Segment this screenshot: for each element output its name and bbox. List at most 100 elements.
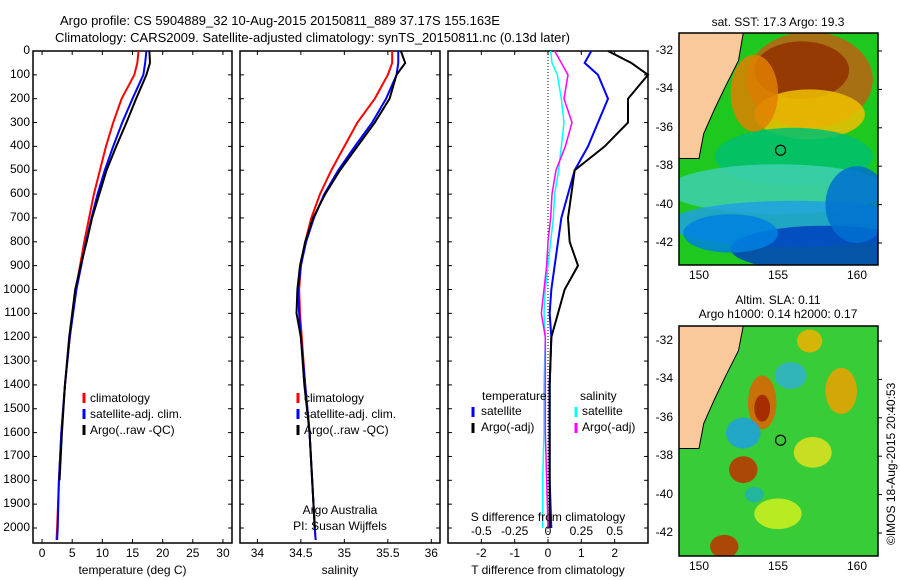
sst-map-lat-label: -34 bbox=[655, 81, 673, 96]
x-tick-label: 34 bbox=[250, 546, 265, 560]
profile-line-satellite-adj-clim- bbox=[56, 50, 148, 540]
x-tick-label: 5 bbox=[68, 546, 76, 560]
legend-label: Argo(-adj) bbox=[582, 420, 636, 434]
title-line-1: Argo profile: CS 5904889_32 10-Aug-2015 … bbox=[60, 13, 500, 28]
sst-map-anomaly-blob bbox=[754, 41, 850, 99]
x-tick-label: 1 bbox=[577, 546, 585, 560]
legend-label: satellite bbox=[582, 404, 623, 418]
sla-map-lon-label: 150 bbox=[688, 559, 710, 573]
sla-map-frame bbox=[678, 325, 879, 557]
sla-map-anomaly-blob bbox=[793, 437, 832, 468]
sst-map-lon-label: 150 bbox=[688, 268, 710, 282]
x-tick-label: 2 bbox=[611, 546, 618, 560]
depth-tick-label: 0 bbox=[23, 43, 30, 57]
depth-tick-label: 1500 bbox=[3, 400, 30, 415]
sst-map-lat-label: -40 bbox=[655, 196, 673, 211]
sst-map-lat-label: -32 bbox=[655, 43, 673, 57]
x-tick-label: 30 bbox=[216, 546, 230, 560]
depth-tick-label: 600 bbox=[9, 186, 30, 201]
depth-tick-label: 400 bbox=[9, 138, 30, 153]
diff-line-s-argo-adj- bbox=[540, 50, 573, 529]
legend-label: Argo(..raw -QC) bbox=[90, 423, 175, 437]
diff-line-t-satellite bbox=[548, 50, 610, 529]
depth-tick-label: 1700 bbox=[3, 448, 30, 463]
legend-label: climatology bbox=[304, 391, 365, 405]
x2-tick-label: -0.25 bbox=[500, 524, 529, 538]
sst-map-land bbox=[679, 33, 744, 160]
sst-map-anomaly-blob bbox=[754, 89, 865, 140]
sla-map-lat-label: -40 bbox=[655, 486, 673, 501]
title-line-2: Climatology: CARS2009. Satellite-adjuste… bbox=[55, 30, 570, 45]
depth-tick-label: 200 bbox=[9, 90, 30, 105]
x-tick-label: 34.5 bbox=[289, 546, 313, 560]
legend-title: temperature bbox=[482, 389, 547, 403]
sst-map-lat-label: -42 bbox=[655, 235, 673, 249]
depth-tick-label: 2000 bbox=[3, 520, 30, 534]
sst-map-field bbox=[679, 33, 878, 265]
sst-map-lon-label: 155 bbox=[767, 268, 789, 282]
imos-credit: ©IMOS 18-Aug-2015 20:40:53 bbox=[884, 382, 898, 545]
sla-map-argo-position-marker bbox=[774, 434, 787, 446]
sla-map-anomaly-blob bbox=[710, 534, 739, 556]
sst-map-anomaly-blob bbox=[825, 166, 878, 243]
x-tick-label: 35.5 bbox=[376, 546, 400, 560]
sst-map-anomaly-blob bbox=[683, 214, 778, 253]
diff-line-t-argo-adj- bbox=[548, 50, 650, 528]
sst-map-title: sat. SST: 17.3 Argo: 19.3 bbox=[711, 15, 845, 29]
sla-map-anomaly-blob bbox=[754, 498, 802, 530]
profile-line-satellite-adj-clim- bbox=[297, 51, 400, 540]
x-axis-label: T difference from climatology bbox=[471, 563, 625, 577]
sla-map-anomaly-blob bbox=[725, 417, 761, 449]
depth-tick-label: 1200 bbox=[3, 329, 30, 344]
depth-tick-label: 1000 bbox=[3, 281, 30, 296]
sst-map-anomaly-blob bbox=[730, 54, 778, 132]
depth-tick-label: 700 bbox=[9, 209, 30, 224]
sst-map-frame bbox=[678, 32, 879, 266]
depth-tick-label: 100 bbox=[9, 66, 30, 81]
depth-tick-label: 1400 bbox=[3, 376, 30, 391]
legend-label: satellite bbox=[481, 404, 522, 418]
depth-tick-label: 1800 bbox=[3, 472, 30, 487]
sla-map-lat-label: -32 bbox=[655, 333, 673, 347]
diff-line-s-satellite bbox=[541, 50, 565, 528]
sla-map-subtitle: Argo h1000: 0.14 h2000: 0.17 bbox=[698, 307, 858, 321]
sla-map-title: Altim. SLA: 0.11 bbox=[735, 293, 821, 307]
depth-tick-label: 900 bbox=[9, 257, 30, 272]
x2-tick-label: 0 bbox=[544, 524, 552, 538]
legend-label: satellite-adj. clim. bbox=[304, 407, 397, 421]
profile-line-climatology bbox=[298, 51, 394, 540]
sla-map-field bbox=[679, 326, 878, 556]
sla-map-lon-label: 160 bbox=[846, 559, 868, 573]
x-tick-label: 35 bbox=[337, 546, 352, 560]
legend-label: climatology bbox=[90, 391, 151, 405]
x-tick-label: 25 bbox=[186, 546, 200, 560]
plot-frame-salinity bbox=[239, 50, 441, 544]
sla-map-anomaly-blob bbox=[796, 329, 823, 353]
annotation-line: PI: Susan Wijffels bbox=[293, 519, 387, 533]
profile-line-argo-raw-qc- bbox=[58, 50, 151, 481]
sla-map-lat-label: -36 bbox=[655, 409, 673, 424]
sst-map-lon-label: 160 bbox=[846, 268, 868, 282]
sla-map-anomaly-blob bbox=[729, 456, 758, 484]
plot-frame-temperature bbox=[32, 50, 233, 544]
sla-map-lon-label: 155 bbox=[767, 559, 789, 573]
sst-map-argo-position-marker bbox=[774, 144, 787, 156]
x2-tick-label: 0.25 bbox=[569, 524, 594, 538]
depth-tick-label: 1600 bbox=[3, 424, 30, 439]
depth-tick-label: 300 bbox=[9, 114, 30, 129]
x-tick-label: 0 bbox=[544, 546, 552, 560]
depth-tick-label: 800 bbox=[9, 233, 30, 248]
x-tick-label: 36 bbox=[424, 546, 438, 560]
sla-map-anomaly-blob bbox=[774, 362, 807, 389]
x-tick-label: 15 bbox=[125, 546, 140, 560]
sla-map-anomaly-blob bbox=[754, 394, 771, 422]
sla-map-land bbox=[679, 326, 744, 450]
x2-tick-label: 0.5 bbox=[606, 524, 623, 538]
sla-map-anomaly-blob bbox=[744, 486, 764, 503]
legend-label: Argo(-adj) bbox=[481, 420, 535, 434]
legend-label: Argo(..raw -QC) bbox=[304, 423, 389, 437]
depth-tick-label: 1100 bbox=[4, 305, 30, 320]
legend-label: satellite-adj. clim. bbox=[90, 407, 183, 421]
